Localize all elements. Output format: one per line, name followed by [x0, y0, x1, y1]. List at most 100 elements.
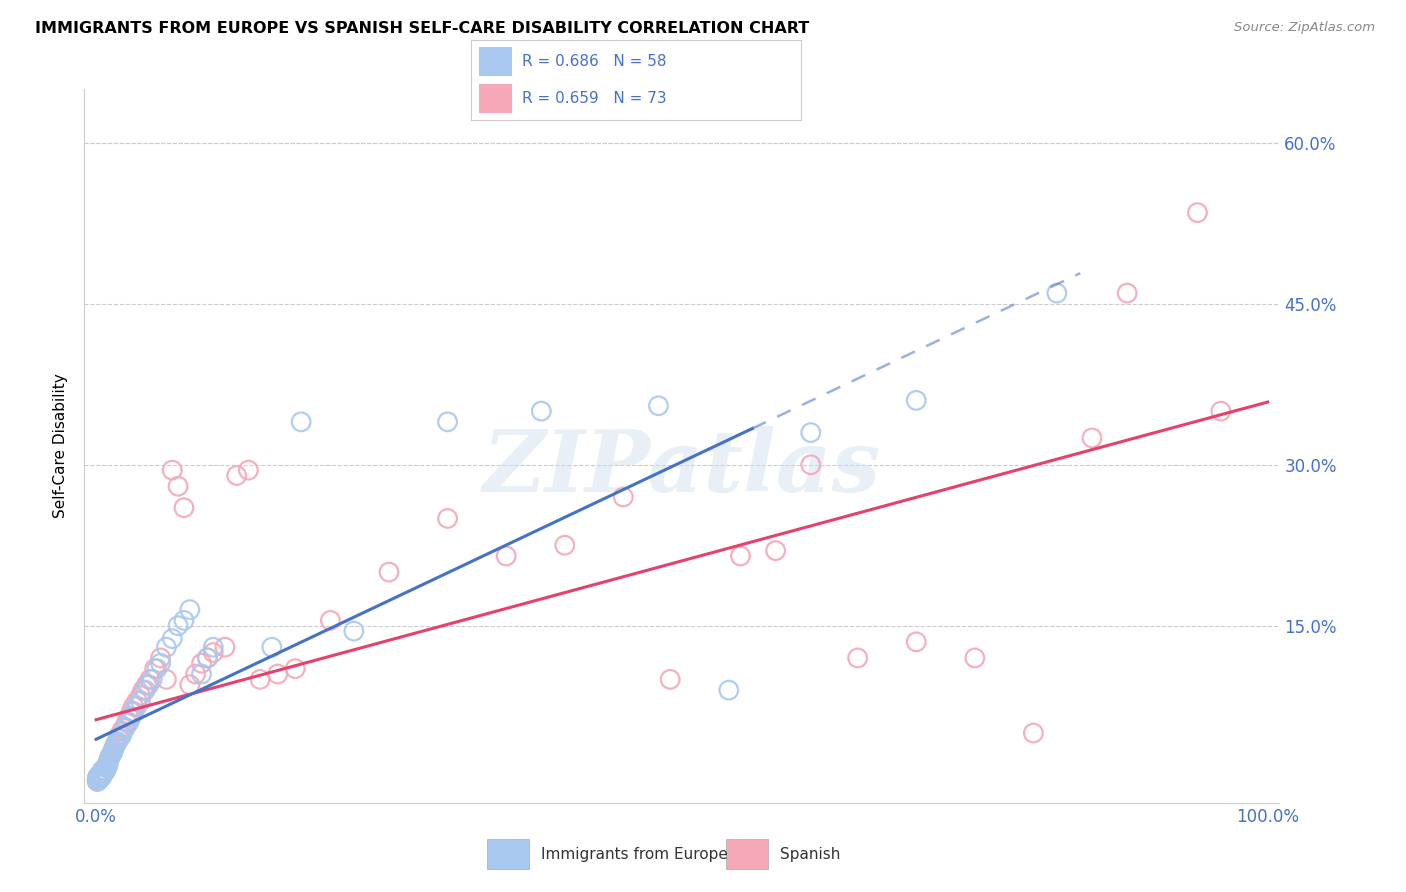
- Point: [105, 734, 128, 748]
- Point: [846, 651, 869, 665]
- Point: [1046, 286, 1069, 301]
- Point: [98, 749, 121, 764]
- Point: [162, 632, 183, 646]
- Point: [115, 715, 138, 730]
- Point: [436, 511, 458, 525]
- Point: [495, 549, 517, 563]
- Point: [87, 769, 110, 783]
- Point: [104, 739, 127, 753]
- Point: [765, 543, 787, 558]
- Point: [225, 468, 247, 483]
- Point: [105, 737, 128, 751]
- Point: [436, 415, 458, 429]
- Point: [103, 742, 125, 756]
- Point: [149, 651, 172, 665]
- Point: [91, 764, 114, 778]
- Point: [89, 771, 111, 785]
- Point: [90, 767, 112, 781]
- Point: [173, 613, 195, 627]
- Point: [90, 767, 114, 781]
- Point: [143, 662, 166, 676]
- Point: [717, 683, 740, 698]
- Point: [214, 640, 236, 655]
- Point: [138, 678, 160, 692]
- Point: [554, 538, 576, 552]
- Point: [89, 769, 111, 783]
- Point: [86, 771, 108, 785]
- Point: [202, 646, 225, 660]
- Point: [94, 760, 117, 774]
- Point: [93, 764, 115, 779]
- Point: [129, 689, 152, 703]
- Point: [86, 771, 108, 785]
- Point: [90, 770, 112, 784]
- Point: [114, 721, 136, 735]
- Point: [118, 710, 141, 724]
- Point: [112, 721, 135, 735]
- Point: [96, 760, 118, 774]
- Point: [98, 749, 121, 764]
- Point: [730, 549, 752, 563]
- Point: [91, 767, 114, 781]
- Point: [97, 756, 120, 770]
- Point: [120, 710, 142, 724]
- Point: [105, 737, 128, 751]
- Point: [1187, 205, 1209, 219]
- Text: Spanish: Spanish: [780, 847, 839, 862]
- Point: [100, 747, 122, 762]
- Point: [139, 673, 162, 687]
- Point: [905, 635, 928, 649]
- Point: [290, 415, 312, 429]
- Point: [108, 731, 131, 746]
- Point: [162, 463, 183, 477]
- Text: Source: ZipAtlas.com: Source: ZipAtlas.com: [1234, 21, 1375, 35]
- Point: [90, 765, 114, 780]
- Text: R = 0.659   N = 73: R = 0.659 N = 73: [522, 91, 666, 106]
- Point: [97, 758, 120, 772]
- Point: [647, 399, 669, 413]
- Point: [659, 673, 682, 687]
- Point: [111, 723, 134, 738]
- Point: [89, 769, 111, 783]
- Point: [87, 769, 110, 783]
- Point: [167, 479, 190, 493]
- Point: [122, 699, 145, 714]
- Point: [120, 705, 142, 719]
- Point: [101, 745, 124, 759]
- Point: [97, 756, 120, 770]
- Point: [86, 774, 108, 789]
- Point: [260, 640, 283, 655]
- Point: [284, 662, 307, 676]
- Text: R = 0.686   N = 58: R = 0.686 N = 58: [522, 54, 666, 69]
- Point: [190, 667, 212, 681]
- Point: [93, 764, 115, 778]
- Point: [86, 774, 108, 789]
- Point: [90, 769, 114, 783]
- Point: [89, 771, 111, 785]
- Point: [184, 667, 207, 681]
- Point: [800, 425, 823, 440]
- Point: [1022, 726, 1045, 740]
- Point: [94, 764, 117, 778]
- Text: ZIPatlas: ZIPatlas: [482, 425, 882, 509]
- Point: [1209, 404, 1232, 418]
- Point: [190, 657, 212, 671]
- Point: [249, 673, 271, 687]
- Point: [122, 705, 145, 719]
- Point: [319, 613, 342, 627]
- Point: [195, 651, 219, 665]
- Point: [107, 731, 129, 746]
- Point: [98, 753, 121, 767]
- Point: [90, 771, 112, 785]
- Point: [141, 673, 163, 687]
- Point: [173, 500, 195, 515]
- Text: IMMIGRANTS FROM EUROPE VS SPANISH SELF-CARE DISABILITY CORRELATION CHART: IMMIGRANTS FROM EUROPE VS SPANISH SELF-C…: [35, 21, 810, 37]
- Point: [167, 619, 190, 633]
- Point: [238, 463, 260, 477]
- Point: [1116, 286, 1139, 301]
- Point: [179, 602, 201, 616]
- Point: [530, 404, 553, 418]
- Point: [963, 651, 986, 665]
- Point: [1081, 431, 1104, 445]
- FancyBboxPatch shape: [488, 839, 529, 869]
